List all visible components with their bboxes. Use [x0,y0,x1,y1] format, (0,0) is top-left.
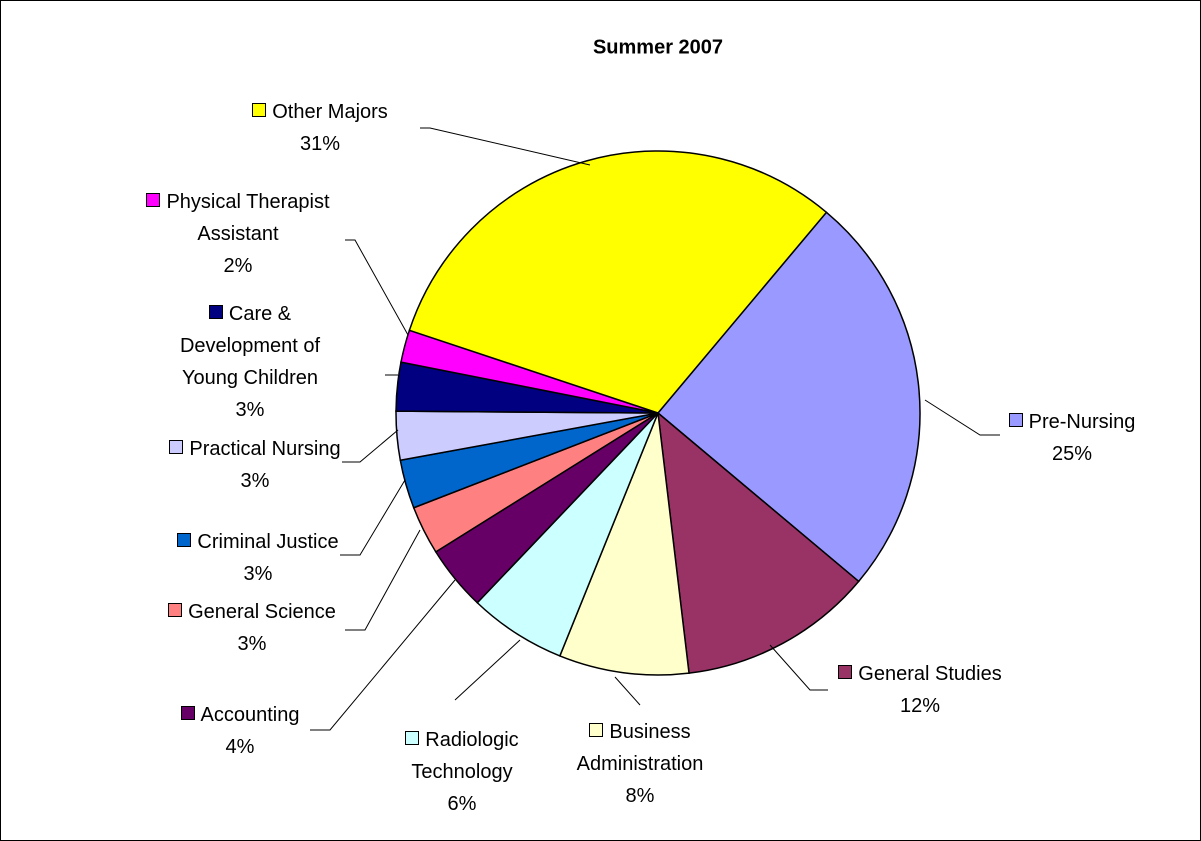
slice-label: Criminal Justice 3% [153,526,363,590]
legend-swatch [252,103,267,117]
leader-line [345,239,409,336]
leader-line [454,639,521,701]
slice-label: Physical Therapist Assistant 2% [131,186,346,282]
category-label: Other Majors [272,101,388,123]
leader-line [345,529,421,631]
category-label: Practical Nursing [189,438,341,460]
chart-title: Summer 2007 [593,36,723,58]
value-label: 6% [447,793,477,815]
value-label: 3% [237,633,267,655]
slice-label: Radiologic Technology 6% [387,724,537,820]
leader-line [342,429,399,463]
legend-swatch [168,603,183,617]
slice-label: General Science 3% [147,596,357,660]
value-label: 12% [899,695,941,717]
leader-line [769,644,828,691]
value-label: 31% [299,133,341,155]
slice-label: Practical Nursing 3% [150,433,360,497]
category-label: Pre-Nursing [1028,411,1136,433]
leader-line [614,676,641,706]
slice-label: Other Majors 31% [215,96,425,160]
slice-label: General Studies 12% [815,658,1025,722]
category-label: General Science [188,601,336,623]
category-label: Physical Therapist Assistant [166,191,330,245]
slice-label: Pre-Nursing 25% [987,406,1157,470]
value-label: 3% [235,399,265,421]
slice-label: Accounting 4% [155,699,325,763]
legend-swatch [838,665,853,679]
legend-swatch [146,193,161,207]
leader-line [310,579,456,731]
pie-slice [408,150,828,414]
value-label: 2% [223,255,253,277]
pie-slice [657,411,860,674]
legend-swatch [169,440,184,454]
category-label: Accounting [200,704,300,726]
value-label: 25% [1051,443,1093,465]
pie-slice [656,211,921,583]
leader-line [924,399,1000,436]
value-label: 8% [625,785,655,807]
value-label: 4% [225,736,255,758]
legend-swatch [177,533,192,547]
legend-swatch [180,706,195,720]
slice-label: Care & Development of Young Children 3% [170,298,330,426]
leader-line [340,479,406,556]
category-label: Radiologic Technology [411,729,519,783]
value-label: 3% [243,563,273,585]
pie-slice [558,412,690,676]
category-label: Care & Development of Young Children [179,303,321,389]
legend-swatch [405,731,420,745]
value-label: 3% [240,470,270,492]
slice-label: Business Administration 8% [553,716,728,812]
leader-line [420,127,591,166]
category-label: Business Administration [576,721,704,775]
legend-swatch [589,723,604,737]
category-label: General Studies [858,663,1002,685]
category-label: Criminal Justice [197,531,339,553]
legend-swatch [1008,413,1023,427]
legend-swatch [208,305,223,319]
